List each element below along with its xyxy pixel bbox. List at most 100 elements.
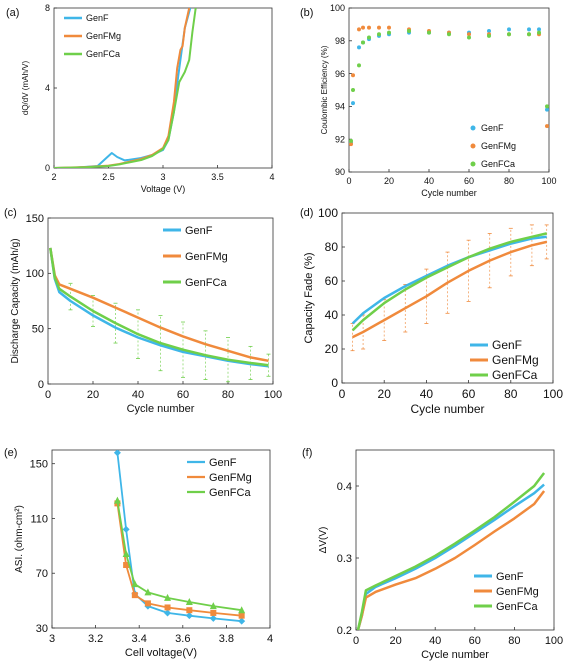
series-line-GenFMg xyxy=(356,490,546,630)
scatter-point xyxy=(377,25,381,30)
y-tick-label: 50 xyxy=(32,324,44,336)
scatter-point xyxy=(537,27,541,32)
legend-swatch xyxy=(470,143,476,149)
series-marker xyxy=(123,562,130,569)
y-tick-label: 4 xyxy=(45,83,50,93)
x-tick-label: 2 xyxy=(51,172,56,182)
scatter-point xyxy=(537,30,541,35)
x-tick-label: 80 xyxy=(222,389,234,401)
legend-label: GenF xyxy=(492,338,522,352)
plot-frame xyxy=(51,449,271,629)
panel-label: (b) xyxy=(300,7,313,19)
legend-label: GenF xyxy=(481,123,504,133)
series-marker xyxy=(164,593,172,601)
y-axis-label: Capacity Fade (%) xyxy=(303,252,315,343)
chart-panel-b: (b) 0 20 40 60 80 100 90 92 94 96 98 100 Cycle number… xyxy=(300,3,557,198)
panel-label: (e) xyxy=(4,447,17,459)
y-axis-label: dQ/dV (mAh/V) xyxy=(21,61,30,116)
x-tick-label: 40 xyxy=(132,389,144,401)
series-marker xyxy=(144,588,152,596)
x-tick-label: 3 xyxy=(49,633,55,645)
series-line-GenFCa xyxy=(116,500,242,612)
x-tick-label: 3.6 xyxy=(175,633,190,645)
legend-label: GenFCa xyxy=(185,277,227,289)
scatter-point xyxy=(351,73,355,78)
x-tick-label: 20 xyxy=(389,635,401,647)
y-tick-label: 8 xyxy=(45,3,50,13)
legend-label: GenFCa xyxy=(496,601,538,613)
scatter-point xyxy=(349,142,353,147)
x-tick-label: 80 xyxy=(504,176,514,186)
scatter-point xyxy=(447,32,451,37)
x-tick-label: 80 xyxy=(504,387,518,401)
x-tick-label: 40 xyxy=(420,387,434,401)
y-tick-label: 20 xyxy=(325,342,339,356)
scatter-point xyxy=(367,35,371,40)
scatter-point xyxy=(407,28,411,33)
x-axis-label: Cycle number xyxy=(421,649,489,661)
y-tick-label: 150 xyxy=(26,213,44,225)
x-tick-label: 4 xyxy=(269,172,274,182)
scatter-point xyxy=(545,104,549,109)
series-line-GenF xyxy=(49,247,269,368)
scatter-point xyxy=(387,30,391,35)
series-marker xyxy=(122,525,130,533)
scatter-point xyxy=(357,27,361,32)
series-marker xyxy=(164,609,172,617)
legend-label: GenFCa xyxy=(209,487,251,499)
legend-label: GenF xyxy=(496,571,524,583)
series-marker xyxy=(122,550,130,558)
legend-label: GenFMg xyxy=(86,31,121,41)
x-tick-label: 20 xyxy=(87,389,99,401)
x-tick-label: 40 xyxy=(429,635,441,647)
legend-swatch xyxy=(470,161,476,167)
legend-label: GenF xyxy=(86,13,109,23)
plot-frame xyxy=(341,212,554,384)
series-marker xyxy=(131,580,139,588)
scatter-point xyxy=(377,32,381,37)
series-line-GenFMg xyxy=(352,240,547,339)
x-tick-label: 100 xyxy=(264,389,282,401)
scatter-point xyxy=(357,45,361,50)
x-tick-label: 80 xyxy=(508,635,520,647)
legend-label: GenFCa xyxy=(481,159,515,169)
y-axis-label: ΔV(V) xyxy=(318,527,329,554)
x-axis-label: Cell voltage(V) xyxy=(125,647,197,659)
series-line-GenFMg xyxy=(49,247,269,363)
plot-frame xyxy=(348,7,550,173)
legend-label: GenFMg xyxy=(496,586,539,598)
series-marker xyxy=(210,609,217,616)
x-axis-label: Cycle number xyxy=(410,402,484,416)
y-tick-label: 40 xyxy=(325,308,339,322)
series-line-GenFCa xyxy=(49,247,269,367)
panel-label: (f) xyxy=(302,447,312,459)
scatter-point xyxy=(545,107,549,112)
x-tick-label: 3.8 xyxy=(219,633,234,645)
y-tick-label: 110 xyxy=(30,513,48,525)
scatter-point xyxy=(545,124,549,129)
series-line-GenFMg xyxy=(116,503,242,617)
series-marker xyxy=(131,592,138,599)
series-marker xyxy=(113,496,121,504)
y-tick-label: 98 xyxy=(335,36,345,46)
y-tick-label: 96 xyxy=(335,69,345,79)
y-tick-label: 0.3 xyxy=(337,553,352,565)
scatter-point xyxy=(357,63,361,68)
x-tick-label: 60 xyxy=(177,389,189,401)
legend-label: GenFCa xyxy=(492,368,538,382)
scatter-point xyxy=(487,33,491,38)
legend-label: GenFMg xyxy=(209,472,252,484)
series-line-GenFCa xyxy=(351,232,547,332)
scatter-point xyxy=(507,32,511,37)
scatter-point xyxy=(467,32,471,37)
legend-label: GenFMg xyxy=(481,141,516,151)
chart-panel-d: (d) 0 20 40 60 80 100 0 20 40 60 80 100 Cycle number C… xyxy=(300,206,563,416)
scatter-point xyxy=(467,35,471,40)
y-tick-label: 92 xyxy=(335,134,345,144)
x-tick-label: 3 xyxy=(160,172,165,182)
chart-panel-f: (f) 0 20 40 60 80 100 0.2 0.3 0.4 Cycle number ΔV(V… xyxy=(302,447,563,661)
series-marker xyxy=(113,450,121,457)
y-axis-label: Discharge Capacity (mAh/g) xyxy=(10,238,21,363)
y-tick-label: 100 xyxy=(26,268,44,280)
